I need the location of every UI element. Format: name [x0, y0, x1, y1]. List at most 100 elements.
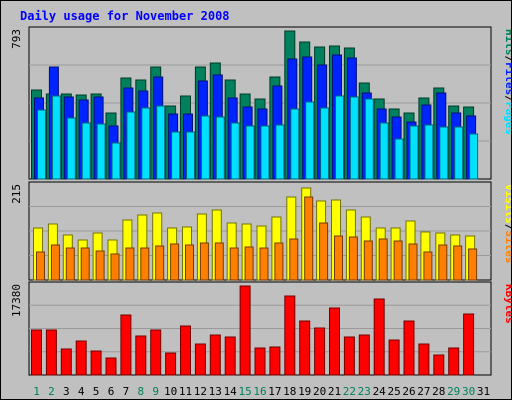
x-tick-label-day-23: 23 — [358, 385, 371, 398]
bar-pages-day-5 — [96, 123, 106, 180]
bar-kbytes-day-17 — [269, 346, 281, 376]
x-tick-label-day-1: 1 — [33, 385, 40, 398]
bar-sites-day-13 — [214, 242, 224, 281]
bar-kbytes-day-13 — [209, 334, 221, 376]
bar-sites-day-20 — [319, 222, 329, 281]
bar-pages-day-9 — [156, 105, 166, 180]
x-tick-label-day-10: 10 — [164, 385, 177, 398]
bar-kbytes-day-18 — [284, 295, 296, 376]
bar-kbytes-day-28 — [433, 354, 445, 376]
bar-kbytes-day-1 — [31, 329, 42, 376]
bar-sites-day-1 — [36, 251, 45, 281]
bar-kbytes-day-30 — [463, 313, 475, 376]
legend-item-files: Files — [503, 62, 511, 95]
x-tick-label-day-24: 24 — [373, 385, 387, 398]
bar-pages-day-13 — [215, 116, 225, 180]
bar-kbytes-day-11 — [180, 325, 191, 376]
y-max-label: 17380 — [10, 284, 23, 317]
bar-kbytes-day-19 — [299, 320, 311, 376]
x-tick-label-day-21: 21 — [328, 385, 341, 398]
bar-pages-day-20 — [320, 107, 330, 180]
x-tick-label-day-15: 15 — [238, 385, 251, 398]
bar-sites-day-17 — [274, 242, 284, 281]
bar-kbytes-day-8 — [135, 335, 147, 376]
bar-pages-day-26 — [409, 125, 419, 180]
bar-pages-day-1 — [37, 109, 46, 180]
bar-kbytes-day-6 — [105, 357, 117, 376]
x-tick-label-day-22: 22 — [343, 385, 356, 398]
legend-item-pages: Pages — [503, 102, 511, 135]
bar-kbytes-day-7 — [120, 314, 132, 376]
bar-pages-day-29 — [454, 126, 464, 180]
bar-sites-day-12 — [199, 242, 209, 281]
x-tick-label-day-12: 12 — [194, 385, 207, 398]
bar-pages-day-7 — [126, 111, 136, 180]
x-tick-label-day-29: 29 — [447, 385, 460, 398]
bar-pages-day-24 — [379, 122, 389, 180]
bar-sites-day-9 — [155, 245, 165, 281]
bar-sites-day-22 — [348, 236, 358, 281]
bar-pages-day-11 — [186, 131, 195, 180]
bar-sites-day-5 — [95, 250, 105, 281]
bar-kbytes-day-4 — [75, 340, 87, 376]
bar-kbytes-day-21 — [329, 307, 340, 376]
x-tick-label-day-13: 13 — [209, 385, 222, 398]
bar-sites-day-23 — [363, 240, 373, 281]
bar-pages-day-12 — [200, 115, 210, 180]
bar-pages-day-19 — [305, 101, 315, 180]
bar-sites-day-27 — [423, 251, 433, 281]
x-tick-label-day-25: 25 — [387, 385, 400, 398]
bar-sites-day-14 — [229, 247, 239, 281]
legend-separator: / — [503, 56, 511, 63]
x-tick-label-day-14: 14 — [224, 385, 238, 398]
bar-pages-day-10 — [171, 131, 181, 180]
legend-item-visits: Visits — [503, 184, 511, 224]
bar-kbytes-day-29 — [448, 347, 460, 376]
bar-kbytes-day-23 — [358, 334, 370, 376]
bar-pages-day-27 — [424, 124, 434, 180]
x-tick-label-day-5: 5 — [93, 385, 100, 398]
bar-kbytes-day-5 — [90, 350, 102, 376]
bar-kbytes-day-20 — [314, 327, 326, 376]
bar-sites-day-29 — [453, 245, 463, 281]
bar-pages-day-15 — [245, 125, 255, 180]
x-tick-label-day-6: 6 — [108, 385, 115, 398]
bar-sites-day-7 — [125, 247, 135, 281]
legend-kbytes: KBytes — [503, 284, 511, 324]
bar-pages-day-3 — [66, 117, 76, 180]
bar-sites-day-26 — [408, 243, 418, 281]
bar-sites-day-10 — [170, 243, 180, 281]
bar-sites-day-4 — [80, 247, 90, 281]
legend-visits-sites: Visits/Sites — [503, 184, 511, 264]
bar-sites-day-3 — [65, 247, 75, 281]
bar-sites-day-6 — [110, 253, 120, 281]
x-tick-label-day-26: 26 — [402, 385, 415, 398]
chart-title: Daily usage for November 2008 — [20, 9, 230, 23]
legend-item-kbytes: KBytes — [503, 284, 511, 324]
y-max-label: 215 — [10, 184, 23, 204]
bar-kbytes-day-2 — [45, 329, 57, 376]
bar-pages-day-17 — [275, 124, 285, 180]
legend-hits-files-pages: Hits/Files/Pages — [503, 29, 511, 135]
x-tick-label-day-31: 31 — [477, 385, 490, 398]
bar-pages-day-4 — [81, 122, 91, 180]
x-tick-label-day-28: 28 — [432, 385, 445, 398]
legend-separator: / — [503, 224, 511, 231]
bar-pages-day-16 — [260, 125, 270, 180]
bar-kbytes-day-24 — [373, 298, 385, 376]
bar-sites-day-21 — [334, 235, 343, 281]
bar-sites-day-25 — [393, 240, 403, 281]
bar-pages-day-6 — [111, 142, 121, 180]
bar-pages-day-14 — [230, 122, 240, 180]
bar-sites-day-11 — [185, 244, 194, 281]
x-tick-label-day-11: 11 — [179, 385, 192, 398]
bar-pages-day-23 — [364, 98, 374, 180]
x-tick-label-day-17: 17 — [268, 385, 281, 398]
bar-kbytes-day-27 — [418, 343, 430, 376]
x-tick-label-day-27: 27 — [417, 385, 430, 398]
bar-pages-day-22 — [349, 96, 359, 180]
x-tick-label-day-8: 8 — [137, 385, 144, 398]
legend-item-sites: Sites — [503, 230, 511, 263]
